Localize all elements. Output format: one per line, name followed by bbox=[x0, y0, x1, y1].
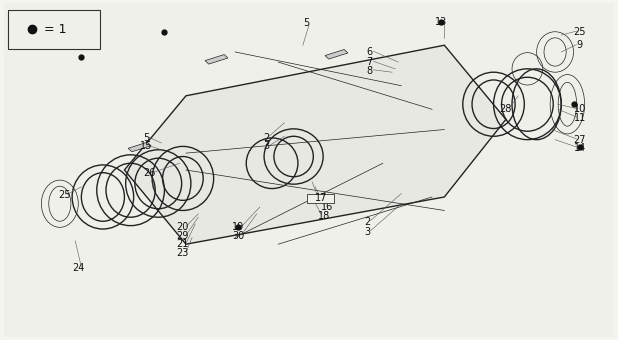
Bar bbox=[325, 50, 348, 59]
Text: 9: 9 bbox=[577, 40, 583, 50]
Text: 2: 2 bbox=[263, 133, 269, 143]
Text: 29: 29 bbox=[177, 231, 189, 241]
Text: 25: 25 bbox=[58, 190, 70, 200]
Text: 24: 24 bbox=[72, 263, 85, 273]
Text: 25: 25 bbox=[574, 27, 586, 37]
Text: 7: 7 bbox=[366, 57, 373, 67]
Text: 17: 17 bbox=[315, 194, 328, 204]
Text: 28: 28 bbox=[500, 104, 512, 114]
Text: 13: 13 bbox=[435, 17, 447, 27]
Text: 5: 5 bbox=[303, 18, 309, 28]
Text: 19: 19 bbox=[232, 222, 244, 232]
Text: 10: 10 bbox=[574, 104, 586, 114]
Bar bbox=[205, 54, 228, 64]
FancyBboxPatch shape bbox=[307, 193, 334, 203]
Text: 6: 6 bbox=[366, 47, 373, 57]
Text: 30: 30 bbox=[232, 231, 244, 241]
FancyBboxPatch shape bbox=[7, 10, 100, 49]
Text: = 1: = 1 bbox=[44, 22, 67, 36]
Text: 18: 18 bbox=[318, 210, 331, 221]
Text: 3: 3 bbox=[263, 141, 269, 151]
Text: 8: 8 bbox=[366, 66, 373, 75]
Polygon shape bbox=[124, 45, 506, 244]
Text: 23: 23 bbox=[177, 248, 189, 258]
Text: 21: 21 bbox=[177, 239, 189, 249]
Text: 11: 11 bbox=[574, 113, 586, 123]
Bar bbox=[128, 142, 151, 152]
Text: 27: 27 bbox=[574, 135, 586, 144]
Text: 14: 14 bbox=[574, 143, 586, 153]
Text: 2: 2 bbox=[365, 217, 371, 227]
Text: 15: 15 bbox=[140, 141, 152, 151]
Text: 3: 3 bbox=[365, 227, 371, 237]
Text: 16: 16 bbox=[321, 202, 334, 212]
Text: 26: 26 bbox=[143, 168, 155, 179]
Text: 20: 20 bbox=[177, 222, 189, 232]
Text: 5: 5 bbox=[143, 133, 149, 143]
Text: 17: 17 bbox=[315, 193, 327, 203]
